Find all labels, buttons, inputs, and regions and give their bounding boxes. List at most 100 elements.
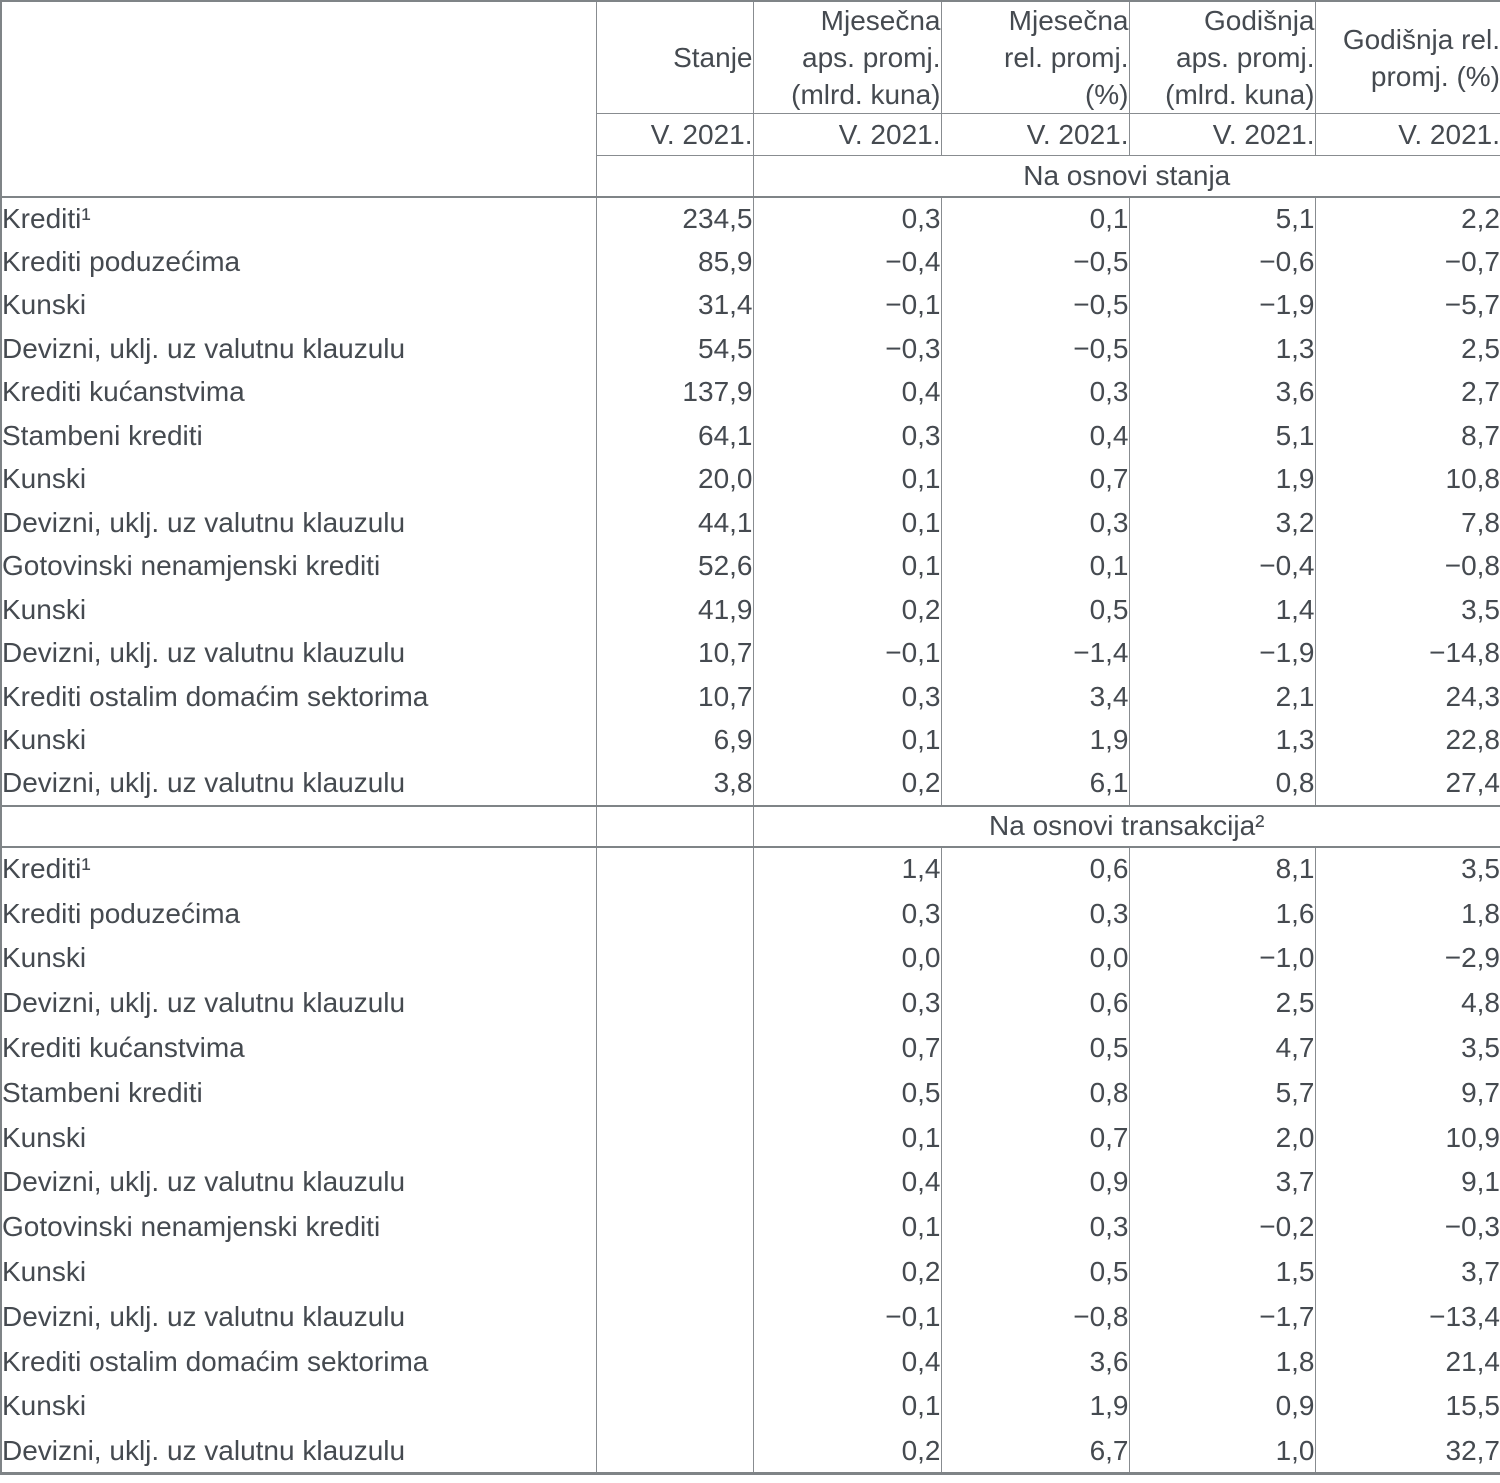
cell-value: 3,4	[940, 675, 1129, 719]
cell-value: −2,9	[1314, 936, 1500, 981]
cell-value	[595, 1070, 753, 1116]
cell-value: 1,9	[940, 718, 1129, 762]
cell-value: −0,1	[752, 1294, 941, 1340]
cell-value: 1,4	[1128, 588, 1315, 632]
cell-value: 0,3	[940, 891, 1129, 937]
table-row: Devizni, uklj. uz valutnu klauzulu 0,2 6,7…	[1, 1428, 1500, 1474]
row-label: Kunski	[2, 1256, 87, 1288]
table-row: Gotovinski nenamjenski krediti 0,1 0,3 −0,2…	[1, 1204, 1500, 1250]
cell-value: −0,8	[1314, 544, 1500, 588]
cell-value	[595, 1294, 753, 1340]
cell-value	[595, 1204, 753, 1250]
row-label: Kunski	[2, 289, 87, 321]
cell-value: −1,0	[1128, 936, 1315, 981]
cell-value: 0,0	[940, 936, 1129, 981]
table-row: Devizni, uklj. uz valutnu klauzulu 44,1 0,…	[1, 501, 1500, 545]
cell-value: 0,1	[940, 196, 1129, 240]
table-row: Kunski 20,0 0,1 0,7 1,9 10,8	[1, 457, 1500, 501]
table-row: Devizni, uklj. uz valutnu klauzulu 10,7 −0…	[1, 631, 1500, 675]
col-header-mjesecna-aps-promj: Mjesečna aps. promj. (mlrd. kuna)	[752, 1, 941, 114]
col-header-stanje: Stanje	[595, 1, 753, 114]
row-label: Devizni, uklj. uz valutnu klauzulu	[2, 637, 406, 669]
row-label: Krediti poduzećima	[2, 245, 241, 277]
cell-value: 1,8	[1314, 891, 1500, 937]
cell-value: 3,8	[595, 762, 753, 807]
cell-value: 0,1	[752, 457, 941, 501]
cell-value: 0,7	[752, 1025, 941, 1071]
cell-value: 0,5	[940, 588, 1129, 632]
cell-value: 0,4	[940, 414, 1129, 458]
row-label: Kunski	[2, 593, 87, 625]
section-band-label-stanja: Na osnovi stanja	[752, 155, 1500, 198]
cell-value: 31,4	[595, 283, 753, 327]
table-row: Kunski 6,9 0,1 1,9 1,3 22,8	[1, 718, 1500, 762]
cell-value: 0,4	[752, 1339, 941, 1385]
cell-value: 1,4	[752, 846, 941, 892]
cell-value: 9,7	[1314, 1070, 1500, 1116]
cell-value: −13,4	[1314, 1294, 1500, 1340]
cell-value: 0,3	[940, 501, 1129, 545]
cell-value: 6,9	[595, 718, 753, 762]
row-label: Kunski	[2, 942, 87, 974]
cell-value: 6,7	[940, 1428, 1129, 1474]
cell-value: 3,7	[1128, 1160, 1315, 1205]
table-row: Devizni, uklj. uz valutnu klauzulu 0,4 0,9…	[1, 1160, 1500, 1205]
band-empty-cell	[595, 155, 753, 198]
cell-value	[595, 1115, 753, 1161]
table-row: Krediti poduzećima 0,3 0,3 1,6 1,8	[1, 891, 1500, 937]
cell-value: 0,2	[752, 1428, 941, 1474]
cell-value: 2,5	[1128, 980, 1315, 1026]
cell-value: 3,2	[1128, 501, 1315, 545]
cell-value: 1,3	[1128, 718, 1315, 762]
cell-value: 22,8	[1314, 718, 1500, 762]
table-row: Kunski 41,9 0,2 0,5 1,4 3,5	[1, 588, 1500, 632]
row-label: Kunski	[2, 463, 87, 495]
cell-value: 1,6	[1128, 891, 1315, 937]
section-band-label-transakcija: Na osnovi transakcija²	[752, 805, 1500, 848]
cell-value: 10,8	[1314, 457, 1500, 501]
cell-value: −0,3	[1314, 1204, 1500, 1250]
table-row: Kunski 31,4 −0,1 −0,5 −1,9 −5,7	[1, 283, 1500, 327]
cell-value: 0,1	[752, 1115, 941, 1161]
cell-value: −0,3	[752, 327, 941, 371]
cell-value: −0,5	[940, 283, 1129, 327]
cell-value: 0,0	[752, 936, 941, 981]
cell-value: 137,9	[595, 370, 753, 414]
cell-value: 2,2	[1314, 196, 1500, 240]
cell-value: −0,4	[752, 240, 941, 284]
band-empty-cell	[1, 805, 596, 848]
table-row: Krediti kućanstvima 137,9 0,4 0,3 3,6 2,7	[1, 370, 1500, 414]
table-row: Stambeni krediti 64,1 0,3 0,4 5,1 8,7	[1, 414, 1500, 458]
row-label: Devizni, uklj. uz valutnu klauzulu	[2, 987, 406, 1019]
cell-value: 24,3	[1314, 675, 1500, 719]
cell-value	[595, 846, 753, 892]
cell-value: 0,2	[752, 588, 941, 632]
band-row-transakcija: Na osnovi transakcija²	[1, 805, 1500, 848]
cell-value: 2,0	[1128, 1115, 1315, 1161]
cell-value: 41,9	[595, 588, 753, 632]
table-row: Kunski 0,0 0,0 −1,0 −2,9	[1, 936, 1500, 981]
row-label: Kunski	[2, 1390, 87, 1422]
col-header-mjesecna-rel-promj: Mjesečna rel. promj. (%)	[940, 1, 1129, 114]
cell-value: 64,1	[595, 414, 753, 458]
cell-value: 0,5	[940, 1025, 1129, 1071]
corner-empty-cell	[1, 1, 596, 198]
cell-value	[595, 1160, 753, 1205]
cell-value: 20,0	[595, 457, 753, 501]
table-row: Devizni, uklj. uz valutnu klauzulu 3,8 0,2…	[1, 762, 1500, 807]
cell-value: 0,3	[940, 370, 1129, 414]
table-header: Stanje Mjesečna aps. promj. (mlrd. kuna)…	[1, 1, 1500, 198]
cell-value: −1,4	[940, 631, 1129, 675]
cell-value: 3,5	[1314, 588, 1500, 632]
row-label: Devizni, uklj. uz valutnu klauzulu	[2, 1300, 406, 1332]
cell-value: 3,6	[940, 1339, 1129, 1385]
row-label: Krediti¹	[2, 202, 91, 234]
section-transakcija-body: Krediti¹ 1,4 0,6 8,1 3,5 Krediti poduzećima 0,…	[1, 846, 1500, 1474]
cell-value: −0,1	[752, 631, 941, 675]
cell-value: 3,5	[1314, 1025, 1500, 1071]
cell-value: 0,3	[752, 980, 941, 1026]
cell-value: 2,1	[1128, 675, 1315, 719]
table-row: Gotovinski nenamjenski krediti 52,6 0,1 0,1…	[1, 544, 1500, 588]
